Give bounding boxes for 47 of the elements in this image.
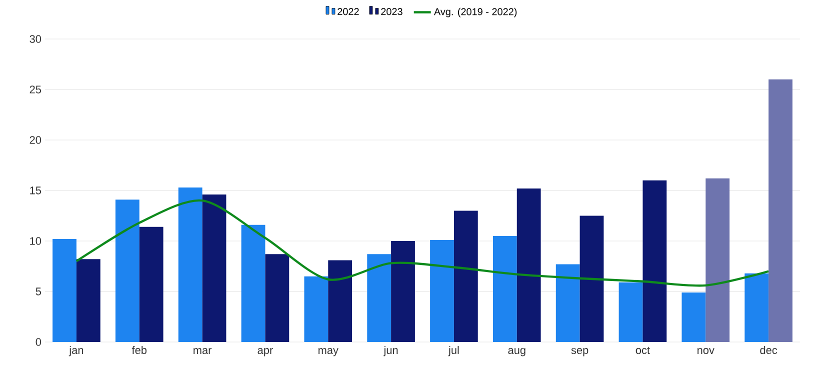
legend-label: 2023 <box>381 8 402 16</box>
bar <box>139 226 164 342</box>
bar <box>115 200 140 342</box>
bar <box>642 180 667 342</box>
bar <box>178 187 202 342</box>
bar <box>492 236 517 342</box>
x-tick-label: mar <box>194 348 212 354</box>
x-tick-label: feb <box>132 346 147 354</box>
x-tick-label: sep <box>571 348 588 356</box>
y-tick-label: 30 <box>30 35 42 43</box>
x-tick-label: jul <box>448 346 459 356</box>
bar <box>744 273 769 342</box>
y-tick-label: 10 <box>30 237 42 245</box>
bar <box>202 194 226 342</box>
y-tick-label: 5 <box>36 288 42 296</box>
x-tick-label: may <box>318 348 338 356</box>
bar <box>241 224 266 342</box>
bar <box>618 282 643 342</box>
bar <box>265 254 290 342</box>
bar <box>328 260 352 342</box>
legend-label: Avg. (2019 - 2022) <box>434 8 517 18</box>
y-tick-label: 0 <box>36 338 42 346</box>
x-tick-label: jan <box>68 346 84 356</box>
y-tick-label: 15 <box>30 186 42 194</box>
bar <box>367 254 392 342</box>
x-tick-label: oct <box>636 346 650 354</box>
bar <box>682 292 706 342</box>
bar <box>430 240 454 342</box>
bar <box>516 188 541 342</box>
bar <box>391 241 415 342</box>
bar <box>304 276 328 342</box>
line-series <box>75 199 770 287</box>
y-tick-label: 20 <box>30 136 42 144</box>
x-tick-label: apr <box>258 348 273 356</box>
bar <box>706 178 730 342</box>
x-tick-label: aug <box>508 348 526 356</box>
bar <box>76 259 100 342</box>
bar <box>454 210 478 342</box>
x-tick-label: dec <box>760 346 778 354</box>
x-tick-label: nov <box>698 348 714 354</box>
x-tick-label: jun <box>383 346 398 356</box>
bar <box>52 238 76 342</box>
legend-label: 2022 <box>338 8 359 16</box>
bar <box>580 216 604 342</box>
y-tick-label: 25 <box>30 86 42 94</box>
bar <box>768 79 792 342</box>
bar <box>556 264 580 342</box>
